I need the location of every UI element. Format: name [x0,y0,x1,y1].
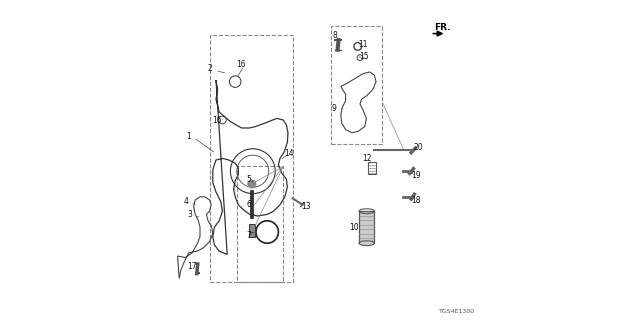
Text: 13: 13 [301,202,310,211]
Text: 16: 16 [236,60,246,68]
Text: 1: 1 [186,132,191,140]
Text: 20: 20 [413,143,424,152]
Text: 16: 16 [212,116,222,124]
Text: 7: 7 [246,231,252,240]
Text: 15: 15 [359,52,369,61]
Text: 9: 9 [332,104,337,113]
Text: FR.: FR. [435,23,451,32]
Circle shape [248,180,255,188]
Text: 6: 6 [246,200,252,209]
Text: 18: 18 [412,196,420,205]
Text: 12: 12 [363,154,372,163]
Text: 3: 3 [188,210,192,219]
Text: 17: 17 [187,262,197,271]
Text: 4: 4 [184,197,189,206]
Ellipse shape [359,241,374,246]
Text: 2: 2 [207,64,212,73]
FancyBboxPatch shape [359,211,374,243]
Text: 8: 8 [333,31,337,40]
FancyBboxPatch shape [250,190,253,218]
Text: 11: 11 [358,40,368,49]
FancyBboxPatch shape [249,224,255,237]
Text: 5: 5 [246,175,252,184]
Text: 14: 14 [284,149,294,158]
Text: TGS4E1300: TGS4E1300 [439,308,475,314]
Text: 10: 10 [349,223,358,232]
Text: 19: 19 [411,171,421,180]
